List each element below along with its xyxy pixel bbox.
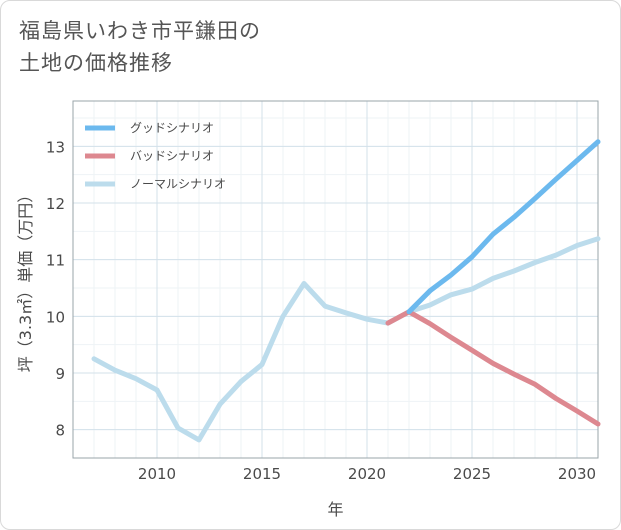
- y-tick-label: 8: [55, 422, 65, 440]
- y-axis-title: 坪（3.3㎡）単価（万円）: [16, 187, 35, 372]
- legend-label: グッドシナリオ: [130, 121, 214, 135]
- chart-title: 福島県いわき市平鎌田の 土地の価格推移: [19, 15, 439, 79]
- y-tick-label: 13: [46, 138, 65, 156]
- y-tick-label: 12: [46, 195, 65, 213]
- y-tick-label: 10: [46, 308, 65, 326]
- legend-label: バッドシナリオ: [130, 149, 214, 163]
- series-line: [385, 309, 601, 427]
- y-tick-label: 11: [46, 252, 65, 270]
- x-tick-label: 2015: [243, 465, 281, 483]
- legend-label: ノーマルシナリオ: [130, 177, 226, 191]
- plot-frame: [72, 100, 599, 459]
- chart-title-line-1: 福島県いわき市平鎌田の: [19, 19, 261, 43]
- x-tick-label: 2020: [348, 465, 386, 483]
- x-tick-label: 2025: [453, 465, 491, 483]
- x-axis-title: 年: [327, 500, 343, 519]
- y-tick-label: 9: [55, 365, 65, 383]
- x-tick-label: 2010: [138, 465, 176, 483]
- chart-title-line-2: 土地の価格推移: [19, 51, 173, 75]
- series-line: [406, 139, 601, 315]
- series-line: [91, 236, 601, 443]
- x-tick-label: 2030: [558, 465, 596, 483]
